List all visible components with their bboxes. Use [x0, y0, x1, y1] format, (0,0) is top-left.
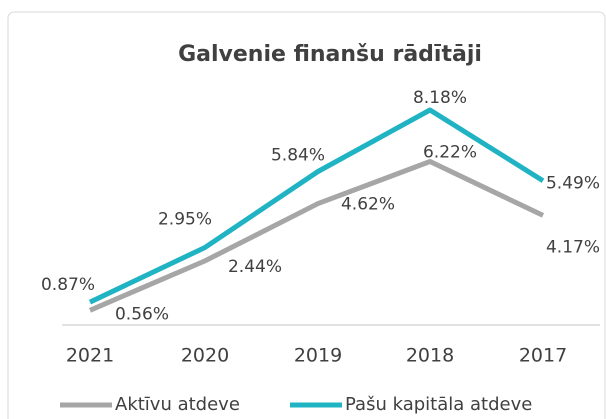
chart-title: Galvenie finanšu rādītāji — [178, 42, 482, 67]
data-label: 4.17% — [546, 237, 600, 257]
data-label: 0.56% — [115, 304, 169, 324]
series-line — [89, 159, 545, 313]
data-label: 2.95% — [158, 209, 212, 229]
data-label: 6.22% — [423, 143, 477, 163]
data-label: 0.87% — [41, 275, 95, 295]
legend-label: Aktīvu atdeve — [115, 394, 240, 415]
x-tick-label: 2019 — [294, 345, 342, 367]
series-line — [88, 107, 545, 305]
data-label: 8.18% — [413, 88, 467, 108]
chart-frame — [7, 11, 606, 419]
x-tick-label: 2017 — [519, 345, 567, 367]
x-tick-label: 2018 — [406, 345, 454, 367]
x-tick-label: 2021 — [66, 345, 114, 367]
data-label: 4.62% — [341, 195, 395, 215]
x-tick-label: 2020 — [181, 345, 229, 367]
data-label: 5.49% — [546, 174, 600, 194]
data-label: 2.44% — [228, 257, 282, 277]
legend-label: Pašu kapitāla atdeve — [345, 394, 532, 415]
data-label: 5.84% — [271, 146, 325, 166]
